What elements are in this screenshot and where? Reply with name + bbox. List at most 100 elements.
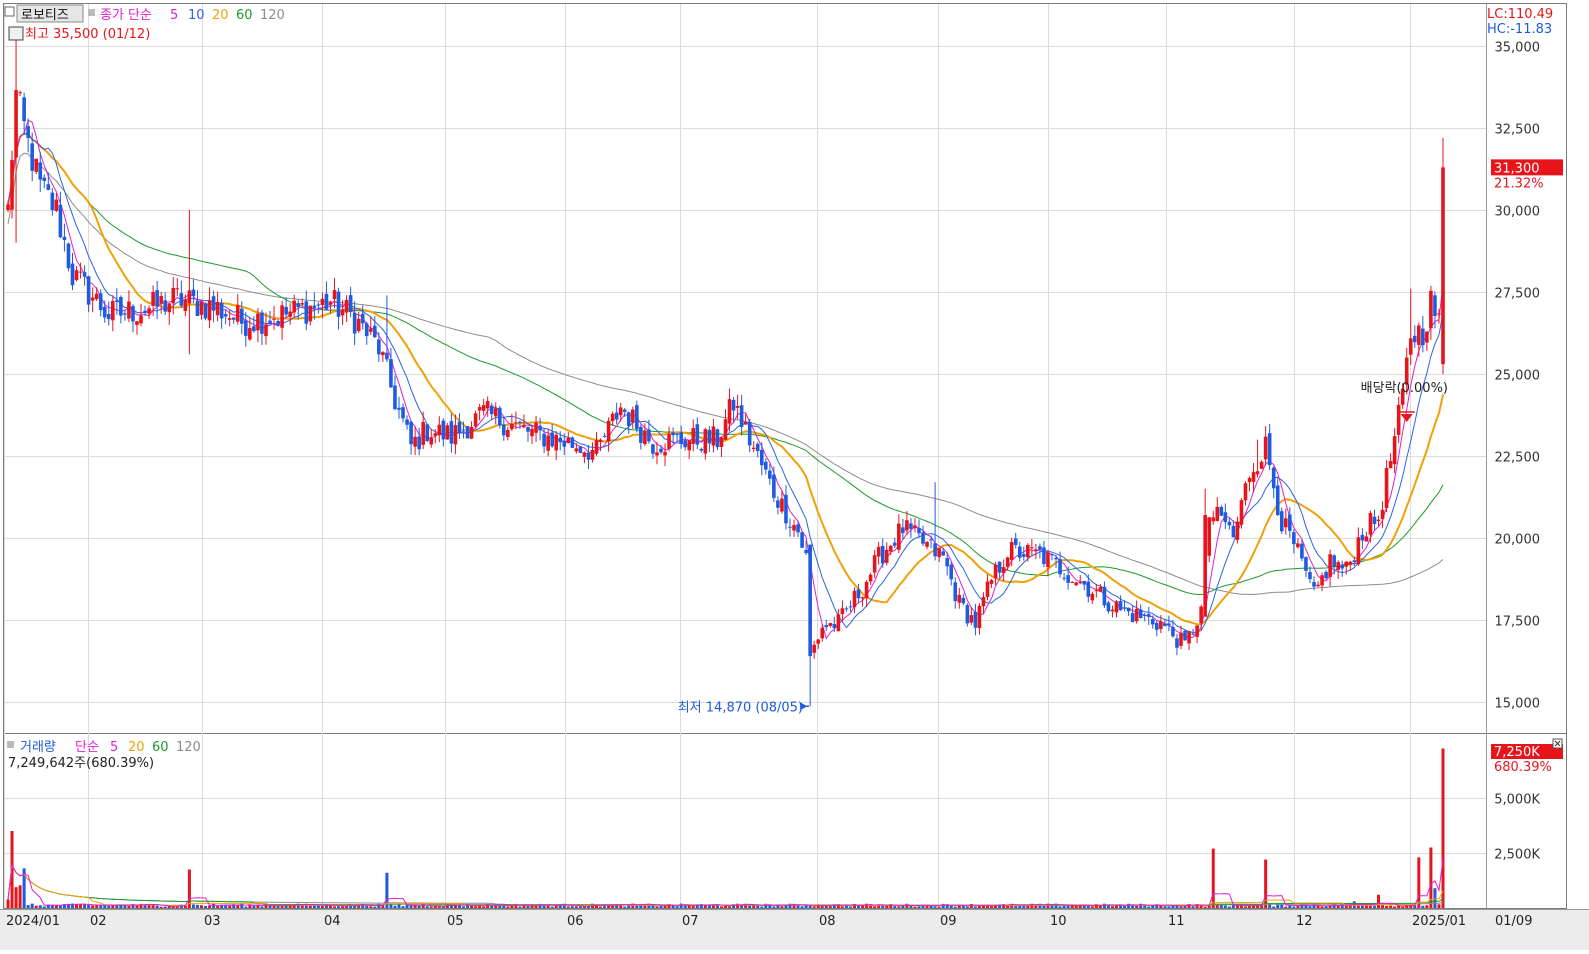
stock-name-box[interactable] [16,4,84,23]
volume-bar [852,904,856,908]
candle-body [550,432,554,447]
volume-bar [1199,904,1203,908]
volume-bar [744,903,748,908]
candle-body [328,302,333,305]
volume-bar [1413,905,1417,908]
volume-bar [1010,903,1014,908]
candle-body [711,426,716,446]
volume-bar [941,903,945,908]
candle-body [1433,295,1437,317]
x-tick-label: 09 [940,914,957,929]
candle-body [207,300,212,321]
volume-bar [518,906,522,908]
candle-body [364,323,369,337]
volume-bar [933,906,937,908]
candle-body [635,405,639,430]
candle-body [1171,627,1175,637]
volume-bar [1151,904,1155,908]
volume-bar [1219,904,1223,908]
candle-body [1384,468,1389,508]
candle-body [1364,536,1369,542]
panel-menu-icon[interactable] [4,6,15,17]
candle-body [514,422,518,424]
candle-body [1155,622,1159,630]
volume-bar [159,906,163,908]
candle-body [1308,572,1312,580]
volume-bar [490,905,494,908]
candle-body [203,303,208,319]
volume-bar [175,905,179,908]
hc-label: HC:-11.83 [1487,22,1552,37]
candle-body [288,311,292,317]
candle-body [1150,618,1155,625]
volume-ma5-line [7,858,1444,907]
candle-body [562,440,567,447]
table-icon[interactable] [8,26,24,41]
candle-body [1009,542,1014,560]
volume-bar [1304,904,1308,908]
candle-body [469,426,474,439]
volume-bar [381,905,385,908]
candle-body [360,313,365,324]
volume-bar [599,906,603,908]
candle-body [1372,516,1377,524]
candle-body [356,318,361,332]
candle-body [231,317,236,320]
candle-body [135,321,139,325]
candle-body [163,300,168,312]
candle-body [840,608,845,614]
candle-body [381,352,385,356]
candle-body [965,605,970,624]
volume-bar [986,905,990,908]
volume-bar [965,906,969,908]
candle-body [18,92,22,94]
candle-body [518,421,522,424]
volume-bar [627,904,631,908]
candle-body [937,548,941,558]
volume-bar [534,905,538,908]
candle-body [1167,623,1171,626]
volume-bar [768,904,772,908]
candle-body [272,318,276,320]
candle-body [252,326,256,332]
candle-body [312,305,317,308]
candle-body [1005,557,1010,567]
candle-body [1138,609,1143,619]
volume-bar [151,904,155,908]
volume-bar [437,906,441,908]
volume-bar [844,904,848,908]
candle-body [316,304,321,306]
volume-bar [1308,906,1312,908]
volume-bar [1231,903,1235,908]
volume-bar [373,906,377,908]
candle-body [1114,601,1119,613]
candle-body [264,324,268,337]
candle-body [1030,547,1034,549]
volume-bar [1296,905,1300,908]
candle-body [743,421,748,425]
candle-body [622,409,627,412]
volume-bar [409,905,413,908]
volume-bar [54,904,58,908]
candle-body [1292,532,1296,545]
candle-body [852,590,857,608]
candle-body [1094,590,1099,592]
candle-body [441,420,446,440]
volume-ma20-line [7,863,1444,907]
volume-bar [1143,905,1147,908]
volume-bar [18,885,22,908]
candle-body [1356,537,1361,565]
candle-body [256,313,260,331]
volume-bar [748,905,752,908]
volume-bar [256,904,260,908]
candle-body [111,301,115,321]
candle-body [248,328,252,340]
candle-body [1146,614,1151,617]
candle-body [1211,517,1216,522]
volume-bar [1058,906,1062,908]
candle-body [538,425,542,431]
volume-bar [719,906,723,908]
stock-name-label[interactable]: 로보티즈 [21,8,69,23]
volume-bar [1102,903,1106,908]
volume-bar [1239,905,1243,908]
